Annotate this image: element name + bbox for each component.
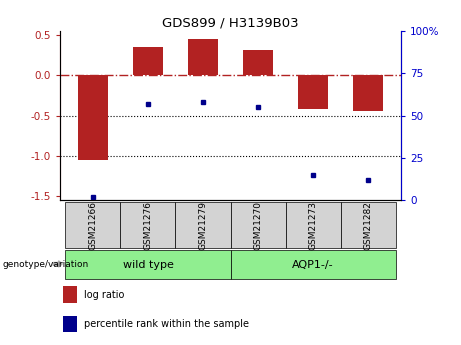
Bar <box>285 202 341 248</box>
Text: AQP1-/-: AQP1-/- <box>292 260 334 270</box>
Text: genotype/variation: genotype/variation <box>2 260 89 269</box>
Text: GSM21266: GSM21266 <box>89 200 97 250</box>
Bar <box>230 250 396 279</box>
Bar <box>243 50 273 75</box>
Text: GSM21282: GSM21282 <box>364 201 372 249</box>
Text: GSM21273: GSM21273 <box>308 200 318 250</box>
Bar <box>63 286 77 303</box>
Bar <box>298 75 328 109</box>
Bar <box>353 75 383 111</box>
Bar <box>120 202 176 248</box>
Bar <box>65 250 230 279</box>
Bar <box>188 39 218 75</box>
Text: percentile rank within the sample: percentile rank within the sample <box>84 319 249 329</box>
Text: GSM21276: GSM21276 <box>143 200 153 250</box>
Bar <box>65 202 120 248</box>
Bar <box>341 202 396 248</box>
Bar <box>230 202 285 248</box>
Bar <box>176 202 230 248</box>
Bar <box>78 75 108 160</box>
Text: GSM21279: GSM21279 <box>199 200 207 250</box>
Text: log ratio: log ratio <box>84 290 124 300</box>
Title: GDS899 / H3139B03: GDS899 / H3139B03 <box>162 17 299 30</box>
Bar <box>63 316 77 332</box>
Bar <box>133 47 163 75</box>
Text: wild type: wild type <box>123 260 173 270</box>
Text: GSM21270: GSM21270 <box>254 200 262 250</box>
